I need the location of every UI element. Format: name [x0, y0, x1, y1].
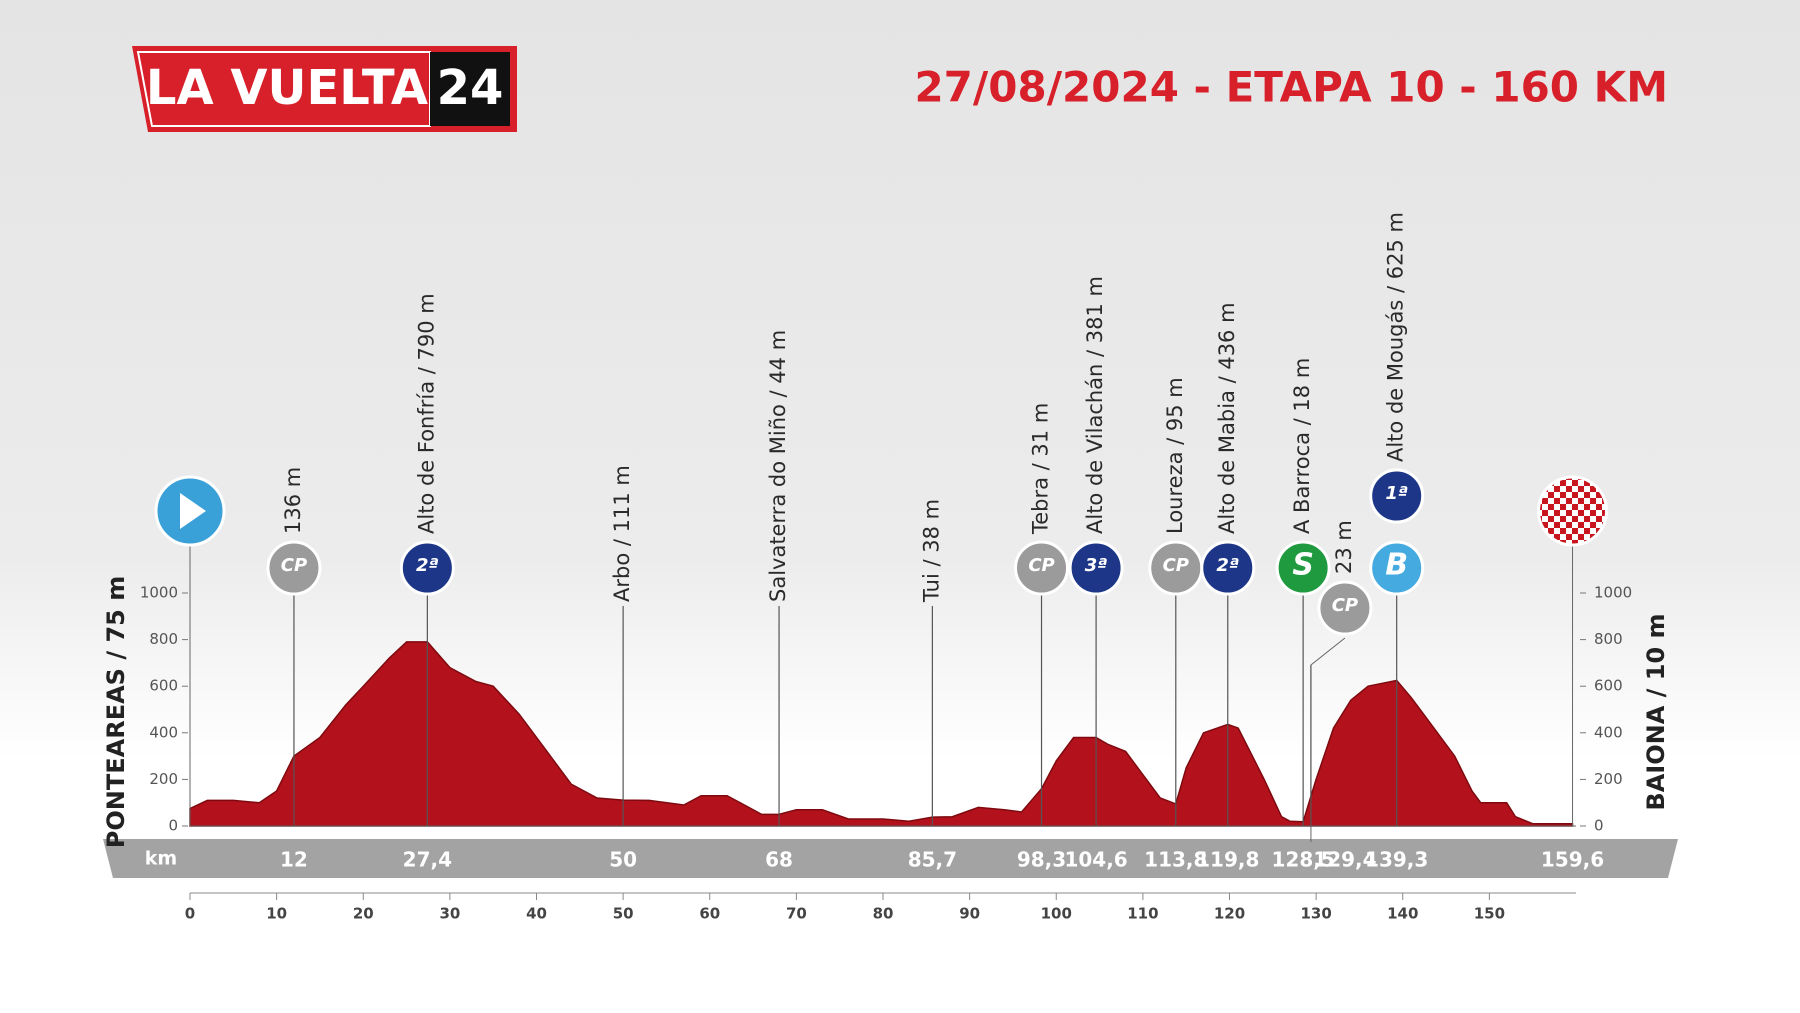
x-tick-label: 30: [439, 905, 460, 923]
waypoint-label: Loureza / 95 m: [1163, 377, 1187, 534]
x-tick-label: 110: [1127, 905, 1158, 923]
km-band: [103, 839, 1678, 878]
waypoint-km: 128,5: [1271, 848, 1334, 872]
waypoint-km: 98,3: [1017, 848, 1066, 872]
climb-icon-label: B: [1385, 548, 1408, 583]
waypoint-label: 136 m: [281, 467, 305, 534]
climb-icon-label: CP: [1028, 555, 1054, 576]
x-tick-label: 140: [1387, 905, 1418, 923]
x-tick-label: 150: [1474, 905, 1505, 923]
climb-icon-label: 2ª: [1216, 555, 1239, 576]
climb-icon: [1317, 580, 1373, 636]
x-tick-label: 50: [613, 905, 634, 923]
chart-title: 27/08/2024 - ETAPA 10 - 160 KM: [914, 63, 1668, 112]
waypoint-km: 50: [609, 848, 637, 872]
logo-shape: [132, 46, 517, 132]
x-tick-label: 40: [526, 905, 547, 923]
x-tick-label: 70: [786, 905, 807, 923]
x-tick-label: 130: [1300, 905, 1331, 923]
climb-icon-label: CP: [1163, 555, 1189, 576]
y-tick-label: 800: [149, 630, 178, 648]
y-tick-label: 600: [149, 677, 178, 695]
y-tick-label: 200: [149, 770, 178, 788]
waypoint-label: Tui / 38 m: [919, 499, 943, 603]
waypoint-km: 12: [280, 848, 308, 872]
x-tick-label: 10: [266, 905, 287, 923]
climb-icon-label: 1ª: [1385, 483, 1408, 504]
start-label: PONTEAREAS / 75 m: [102, 576, 130, 848]
waypoint-km: 113,8: [1144, 848, 1207, 872]
waypoint-label: Salvaterra do Miño / 44 m: [766, 330, 790, 602]
finish-icon: [1537, 475, 1609, 547]
start-arrow: [180, 493, 206, 529]
climb-icon-label: S: [1292, 548, 1314, 583]
y-tick-label-right: 0: [1594, 817, 1604, 835]
waypoint-km: 119,8: [1196, 848, 1259, 872]
x-tick-label: 100: [1041, 905, 1072, 923]
waypoint-km: 27,4: [403, 848, 452, 872]
y-tick-label-right: 600: [1594, 677, 1623, 695]
finish-label: BAIONA / 10 m: [1642, 613, 1670, 810]
waypoint-km: 139,3: [1365, 848, 1428, 872]
logo: LA VUELTA 24: [132, 46, 517, 132]
x-tick-label: 80: [873, 905, 894, 923]
waypoint-label: Alto de Mougás / 625 m: [1384, 212, 1408, 462]
y-tick-label: 0: [168, 817, 178, 835]
climb-icon: [1369, 540, 1425, 596]
waypoint-km: 68: [765, 848, 793, 872]
climb-icon-label: 2ª: [416, 555, 439, 576]
y-tick-label-right: 200: [1594, 770, 1623, 788]
climb-icon-label: CP: [1332, 595, 1358, 616]
waypoint-label: Alto de Fonfría / 790 m: [414, 293, 438, 534]
x-tick-label: 20: [353, 905, 374, 923]
climb-icon: [1068, 540, 1124, 596]
logo-box: [430, 52, 510, 126]
x-axis-label: km: [145, 848, 177, 870]
x-tick-label: 90: [959, 905, 980, 923]
x-tick-label: 60: [699, 905, 720, 923]
waypoint-km: 159,6: [1541, 848, 1604, 872]
waypoint-label: 23 m: [1332, 520, 1356, 574]
climb-icon: [1200, 540, 1256, 596]
waypoint-label: Alto de Vilachán / 381 m: [1083, 276, 1107, 534]
y-tick-label-right: 800: [1594, 630, 1623, 648]
waypoint-label: Tebra / 31 m: [1029, 403, 1053, 535]
climb-icon: [1369, 468, 1425, 524]
x-tick-label: 120: [1214, 905, 1245, 923]
y-tick-label-right: 1000: [1594, 584, 1632, 602]
edition: 24: [437, 60, 504, 116]
y-tick-label: 1000: [140, 584, 178, 602]
waypoint-km: 129,4: [1313, 848, 1376, 872]
climb-icon: [399, 540, 455, 596]
climb-icon: [1014, 540, 1070, 596]
y-tick-label-right: 400: [1594, 723, 1623, 741]
climb-icon-label: CP: [281, 555, 307, 576]
climb-icon: [1275, 540, 1331, 596]
waypoint-label: A Barroca / 18 m: [1290, 358, 1314, 534]
x-tick-label: 0: [185, 905, 195, 923]
waypoint-label: Alto de Mabia / 436 m: [1215, 302, 1239, 534]
climb-icon: [266, 540, 322, 596]
y-tick-label: 400: [149, 723, 178, 741]
waypoint-label: Arbo / 111 m: [610, 465, 634, 602]
brand: LA VUELTA: [146, 60, 428, 116]
climb-icon-label: 3ª: [1085, 555, 1108, 576]
waypoint-km: 85,7: [908, 848, 957, 872]
elevation-area: [189, 641, 1574, 827]
waypoint-km: 104,6: [1064, 848, 1127, 872]
